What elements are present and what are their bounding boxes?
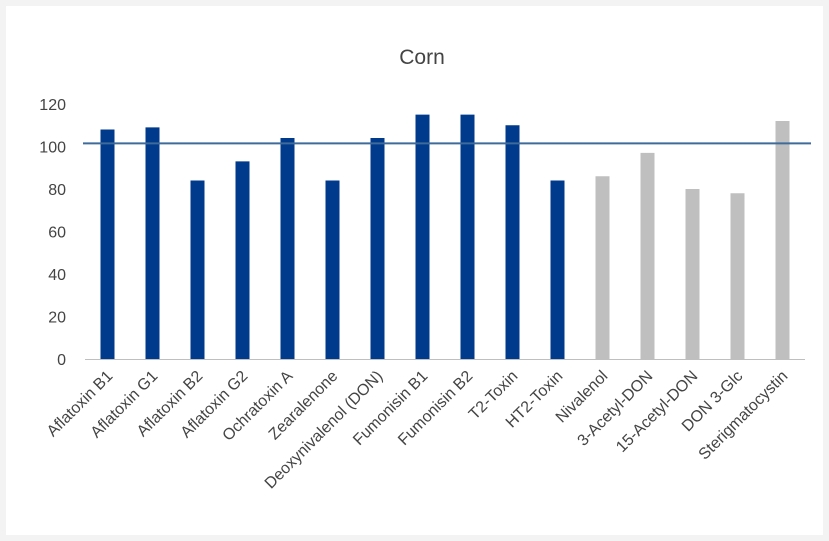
y-tick-label: 120 — [39, 97, 66, 114]
y-tick-label: 0 — [57, 352, 66, 369]
y-tick-label: 80 — [48, 182, 66, 199]
bar — [370, 138, 385, 359]
y-axis: 0 20 40 60 80 100 120 — [39, 97, 66, 369]
bar — [730, 193, 745, 359]
x-tick-label: 15-Acetyl-DON — [613, 368, 701, 456]
bar — [460, 114, 475, 359]
bar — [280, 138, 295, 359]
bar — [145, 127, 160, 359]
chart-title: Corn — [399, 46, 445, 69]
y-tick-label: 60 — [48, 225, 66, 242]
y-tick-label: 20 — [48, 310, 66, 327]
bar — [325, 180, 340, 359]
bar — [505, 125, 520, 359]
y-tick-label: 40 — [48, 267, 66, 284]
bar — [685, 189, 700, 359]
bar — [190, 180, 205, 359]
bar — [100, 129, 115, 359]
bars — [100, 114, 790, 359]
y-tick-label: 100 — [39, 140, 66, 157]
bar — [775, 121, 790, 359]
bar — [550, 180, 565, 359]
bar — [595, 176, 610, 359]
bar — [640, 152, 655, 359]
bar — [415, 114, 430, 359]
bar — [235, 161, 250, 359]
